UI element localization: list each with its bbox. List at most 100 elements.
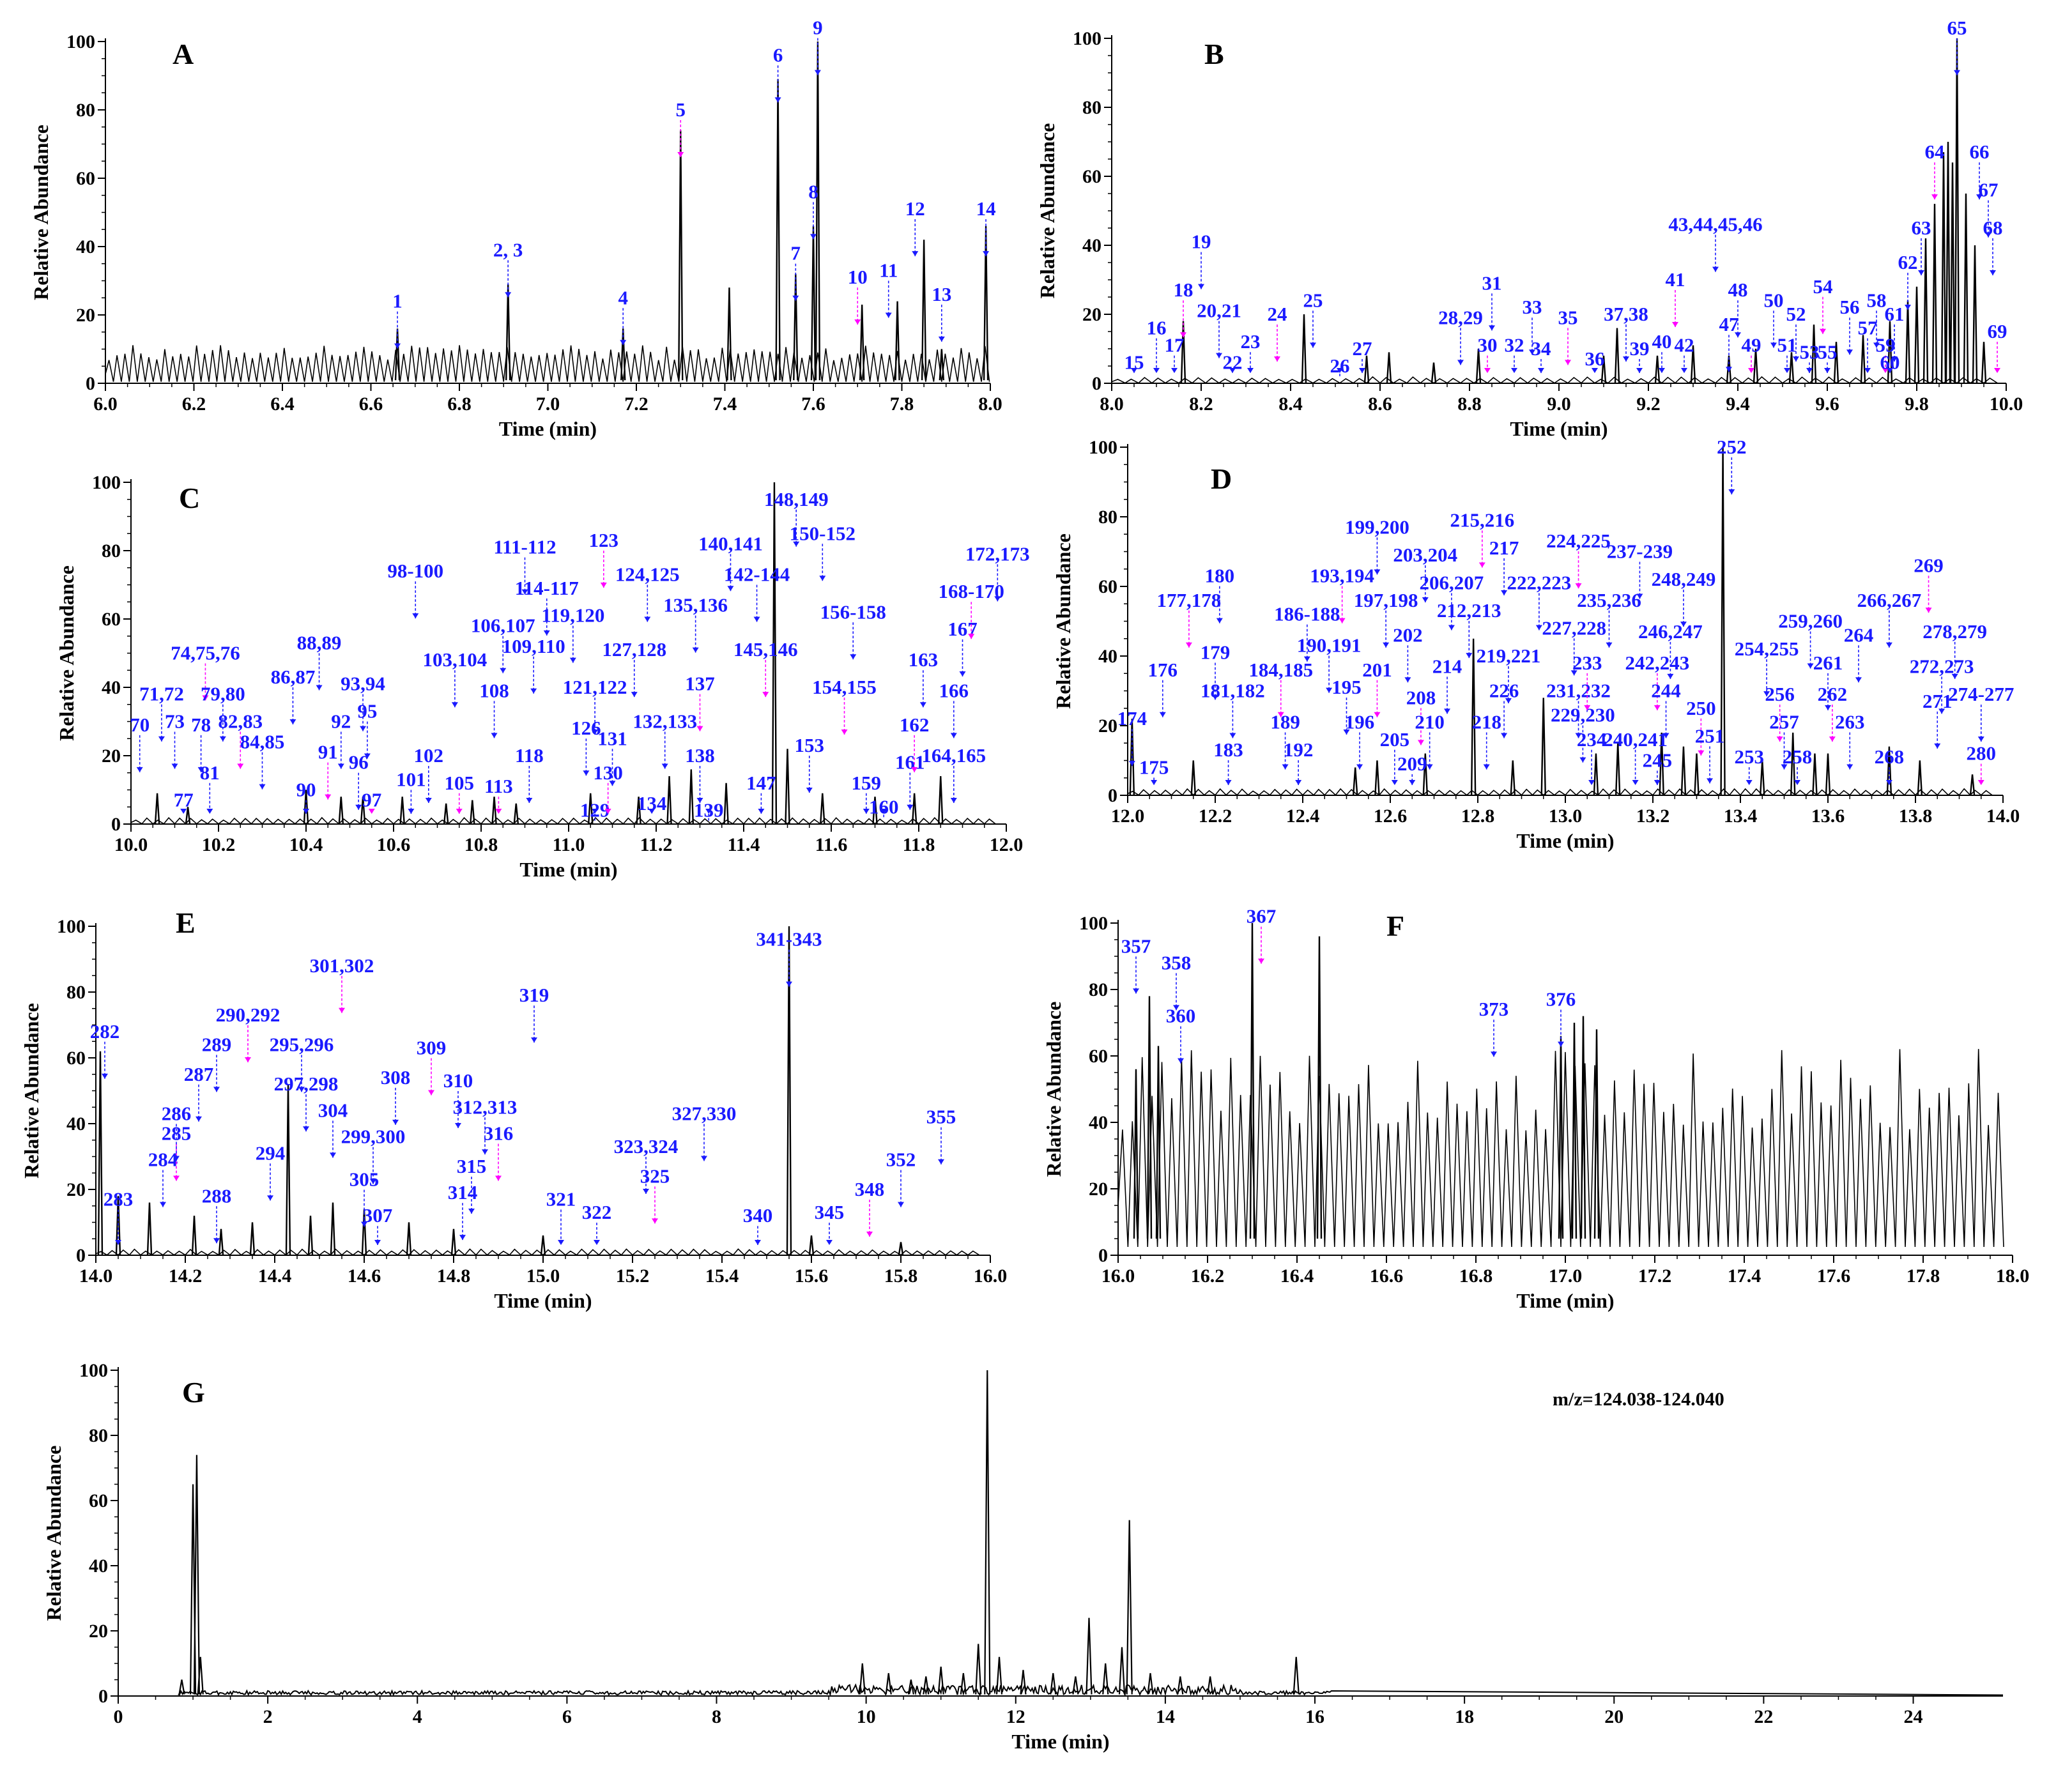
peak-label: 235,236 xyxy=(1577,589,1641,611)
peak-arrow-head xyxy=(1662,733,1669,738)
peak-arrow-head xyxy=(1491,1051,1497,1057)
peak-label: 130 xyxy=(593,761,623,784)
x-tick-label: 14.4 xyxy=(258,1265,292,1287)
peak-arrow-head xyxy=(1229,733,1236,738)
x-tick-label: 12.2 xyxy=(1199,806,1232,827)
y-tick-label: 60 xyxy=(102,609,121,630)
peak-3 xyxy=(197,1656,204,1695)
peak-label: 234 xyxy=(1577,728,1607,751)
x-tick-label: 17.0 xyxy=(1549,1265,1583,1287)
peak-label: 219,221 xyxy=(1477,645,1541,667)
signal-trace xyxy=(1117,1049,2004,1248)
peak-label: 307 xyxy=(363,1204,393,1226)
peak-21 xyxy=(1177,1676,1184,1695)
peak-8 xyxy=(815,41,821,381)
peak-arrow-head xyxy=(1990,270,1996,275)
peak-6 xyxy=(1600,355,1607,383)
peak-arrow-head xyxy=(1746,780,1753,785)
x-tick-label: 11.0 xyxy=(553,834,585,855)
peak-label: 237-239 xyxy=(1607,540,1673,563)
peak-arrow-head xyxy=(1489,325,1495,331)
panel-d: 0 20 40 60 80 100 12.0 12.2 12.4 12.6 12.8 13.0 13.2… xyxy=(1035,434,2072,882)
peak-arrow-head xyxy=(762,692,769,698)
peak-label: 287 xyxy=(184,1063,214,1085)
y-axis-title: Relative Abundance xyxy=(1036,123,1059,299)
peak-label: 168-170 xyxy=(939,580,1004,602)
peak-8 xyxy=(330,1202,336,1255)
peak-label: 248,249 xyxy=(1652,568,1716,590)
peak-label: 376 xyxy=(1546,988,1576,1011)
peak-label: 10 xyxy=(848,266,868,288)
peak-label: 323,324 xyxy=(614,1135,679,1158)
peak-arrow-head xyxy=(643,1189,649,1195)
x-tick-label: 16.8 xyxy=(1459,1265,1493,1287)
peak-label: 97 xyxy=(362,789,381,811)
peak-label: 233 xyxy=(1572,652,1602,674)
peak-label: 35 xyxy=(1558,306,1578,328)
peak-arrow-head xyxy=(863,809,870,814)
peak-15 xyxy=(898,1242,904,1255)
peak-8 xyxy=(1593,753,1599,795)
peak-arrow-head xyxy=(841,730,848,735)
y-tick-label: 80 xyxy=(89,1425,108,1446)
x-tick-label: 14 xyxy=(1156,1706,1175,1727)
peak-arrow-head xyxy=(705,809,712,814)
y-axis-title: Relative Abundance xyxy=(1052,533,1075,709)
peak-arrow-head xyxy=(1659,368,1665,373)
peak-label: 124,125 xyxy=(615,563,680,585)
peak-arrow-head xyxy=(408,809,415,814)
peak-0 xyxy=(97,1051,104,1255)
peak-label: 19 xyxy=(1192,231,1211,253)
peak-arrow-head xyxy=(1570,670,1577,676)
peak-3 xyxy=(1249,922,1255,1239)
peak-11 xyxy=(450,1228,457,1255)
peak-arrow-head xyxy=(1258,958,1264,964)
peak-2 xyxy=(1363,355,1370,383)
peak-4 xyxy=(218,1228,224,1255)
x-tick-label: 16.6 xyxy=(1370,1265,1404,1287)
peak-label: 180 xyxy=(1205,565,1235,587)
x-tick-label: 6.8 xyxy=(447,393,472,415)
peak-12 xyxy=(939,349,945,381)
y-tick-label: 80 xyxy=(76,100,95,121)
peak-12 xyxy=(666,776,672,824)
peak-arrow-head xyxy=(826,1240,833,1245)
x-axis-title: Time (min) xyxy=(1516,829,1614,852)
peak-label: 48 xyxy=(1728,279,1748,301)
peak-label: 4 xyxy=(618,286,628,309)
peak-label: 134 xyxy=(637,792,667,814)
peak-arrow-head xyxy=(1977,780,1984,785)
x-tick-label: 10.0 xyxy=(1990,393,2023,415)
peak-label: 244 xyxy=(1651,680,1681,702)
peak-label: 305 xyxy=(349,1168,380,1191)
peak-9 xyxy=(960,1673,967,1695)
peak-label: 145,146 xyxy=(733,638,798,661)
peak-arrow-head xyxy=(196,1116,202,1122)
peak-arrow-head xyxy=(180,809,187,814)
peak-arrow-head xyxy=(774,97,781,103)
peak-arrow-head xyxy=(1282,764,1289,770)
y-axis-title: Relative Abundance xyxy=(42,1446,65,1621)
peak-label: 319 xyxy=(519,984,549,1006)
x-tick-label: 10.4 xyxy=(289,834,323,855)
y-tick-label: 40 xyxy=(102,677,121,698)
peak-label: 309 xyxy=(417,1037,447,1059)
peak-label: 6 xyxy=(773,43,783,66)
peak-label: 37,38 xyxy=(1604,303,1648,325)
y-tick-label: 100 xyxy=(66,31,95,52)
peak-label: 9 xyxy=(813,17,823,39)
peak-label: 140,141 xyxy=(698,532,763,554)
peak-11 xyxy=(984,1370,991,1695)
peak-arrow-head xyxy=(1793,356,1799,362)
peak-arrow-head xyxy=(455,1123,461,1129)
x-tick-label: 9.6 xyxy=(1815,393,1839,415)
peak-label: 67 xyxy=(1979,179,1999,201)
peak-label: 79,80 xyxy=(201,683,245,705)
peak-arrow-head xyxy=(912,251,919,257)
panel-g: 0 20 40 60 80 100 0 2 4 6 8 10 12 14 16 18 20 22 24 Time (m… xyxy=(0,1348,2072,1765)
peak-arrow-head xyxy=(543,630,550,636)
peak-label: 131 xyxy=(597,727,627,749)
peak-arrow-head xyxy=(648,809,656,814)
peak-arrow-head xyxy=(885,312,892,318)
peak-arrow-head xyxy=(451,702,458,708)
